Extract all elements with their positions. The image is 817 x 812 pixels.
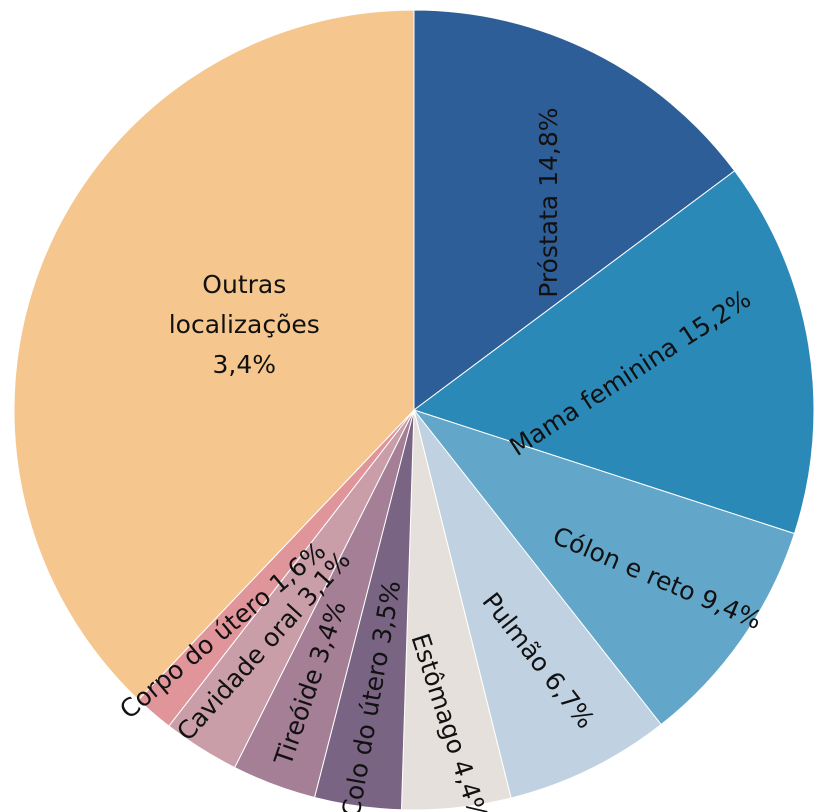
pie-slice	[412, 409, 796, 726]
pie-slice	[413, 9, 736, 411]
pie-slice	[413, 409, 662, 799]
slice-label: Outras localizações 3,4%	[169, 270, 320, 379]
pie-slice	[13, 9, 415, 701]
pie-slices	[13, 9, 815, 811]
pie-slice	[412, 170, 815, 535]
slice-label: Próstata 14,8%	[534, 107, 563, 297]
